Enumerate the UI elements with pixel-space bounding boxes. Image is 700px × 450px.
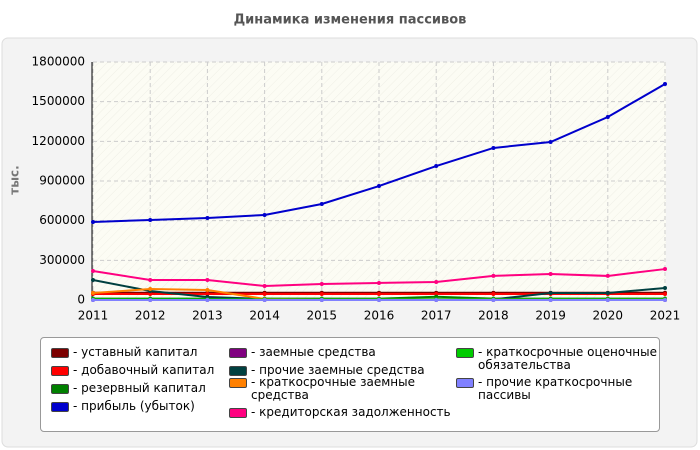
point <box>663 292 667 297</box>
point <box>262 212 267 217</box>
legend-label: добавочный капитал <box>73 363 214 377</box>
y-tick-label: 600000 <box>39 213 85 227</box>
point <box>205 278 210 283</box>
point <box>262 298 267 302</box>
legend-swatch <box>456 348 474 358</box>
legend-item: уставный капитал <box>51 345 273 359</box>
legend-swatch <box>456 378 474 388</box>
legend-item: краткосрочные заемные средства <box>229 375 451 402</box>
point <box>262 283 267 288</box>
legend-item: прочие краткосрочные пассивы <box>456 375 668 402</box>
x-tick-label: 2015 <box>307 309 338 323</box>
legend-label: заемные средства <box>251 345 376 359</box>
point <box>663 298 667 302</box>
x-tick-label: 2017 <box>421 309 452 323</box>
point <box>319 282 324 287</box>
point <box>262 292 267 297</box>
point <box>605 298 610 302</box>
legend-item: кредиторская задолженность <box>229 405 451 419</box>
x-tick-label: 2020 <box>593 309 624 323</box>
legend-item: резервный капитал <box>51 381 273 395</box>
chart-title: Динамика изменения пассивов <box>234 13 467 28</box>
legend-item: заемные средства <box>229 345 451 359</box>
y-tick-label: 300000 <box>39 253 85 267</box>
point <box>377 298 381 302</box>
point <box>91 219 95 224</box>
x-tick-label: 2013 <box>192 309 223 323</box>
x-tick-label: 2019 <box>535 309 566 323</box>
legend-swatch <box>51 384 69 394</box>
point <box>663 285 667 290</box>
legend-swatch <box>229 348 247 358</box>
point <box>663 267 667 272</box>
legend-label: резервный капитал <box>73 381 206 395</box>
legend-label: краткосрочные заемные средства <box>251 375 415 402</box>
legend-item: добавочный капитал <box>51 363 273 377</box>
x-tick-label: 2012 <box>135 309 166 323</box>
legend-label: прочие краткосрочные пассивы <box>478 375 632 402</box>
point <box>434 280 439 285</box>
point <box>548 271 553 276</box>
point <box>91 269 95 274</box>
x-tick-label: 2018 <box>478 309 509 323</box>
point <box>434 164 439 169</box>
point <box>91 278 95 283</box>
point <box>434 298 439 302</box>
legend-swatch <box>229 408 247 418</box>
point <box>491 298 496 302</box>
point <box>205 298 210 302</box>
point <box>205 216 210 221</box>
legend-item: прибыль (убыток) <box>51 399 273 413</box>
point <box>605 290 610 295</box>
point <box>377 280 381 285</box>
x-tick-label: 2014 <box>249 309 280 323</box>
legend-item: прочие заемные средства <box>229 363 451 377</box>
legend-label: краткосрочные оценочные обязательства <box>478 345 657 372</box>
point <box>491 273 496 278</box>
legend: уставный капитал добавочный капитал резерв… <box>40 337 660 432</box>
point <box>605 115 610 120</box>
legend-label: прибыль (убыток) <box>73 399 195 413</box>
point <box>91 290 95 295</box>
y-tick-label: 0 <box>77 293 85 307</box>
y-tick-label: 1800000 <box>32 55 85 69</box>
point <box>148 292 153 297</box>
legend-swatch <box>229 366 247 376</box>
point <box>377 292 381 297</box>
x-tick-label: 2011 <box>78 309 109 323</box>
legend-item: краткосрочные оценочные обязательства <box>456 345 668 372</box>
point <box>205 292 210 297</box>
point <box>91 298 95 302</box>
point <box>148 278 153 283</box>
point <box>605 273 610 278</box>
legend-label: уставный капитал <box>73 345 197 359</box>
x-tick-label: 2021 <box>650 309 681 323</box>
legend-label: прочие заемные средства <box>251 363 425 377</box>
legend-swatch <box>229 378 247 388</box>
legend-swatch <box>51 402 69 412</box>
point <box>548 290 553 295</box>
point <box>319 298 324 302</box>
point <box>148 298 153 302</box>
point <box>148 287 153 292</box>
point <box>491 292 496 297</box>
y-axis-label: тыс. <box>8 165 22 194</box>
point <box>319 292 324 297</box>
y-tick-label: 1500000 <box>32 94 85 108</box>
legend-label: кредиторская задолженность <box>251 405 451 419</box>
point <box>205 287 210 292</box>
point <box>548 139 553 144</box>
legend-swatch <box>51 348 69 358</box>
point <box>491 145 496 150</box>
x-tick-label: 2016 <box>364 309 395 323</box>
point <box>319 202 324 207</box>
point <box>377 184 381 189</box>
legend-swatch <box>51 366 69 376</box>
y-tick-label: 900000 <box>39 174 85 188</box>
point <box>148 218 153 223</box>
point <box>548 298 553 302</box>
y-tick-label: 1200000 <box>32 134 85 148</box>
point <box>663 81 667 86</box>
